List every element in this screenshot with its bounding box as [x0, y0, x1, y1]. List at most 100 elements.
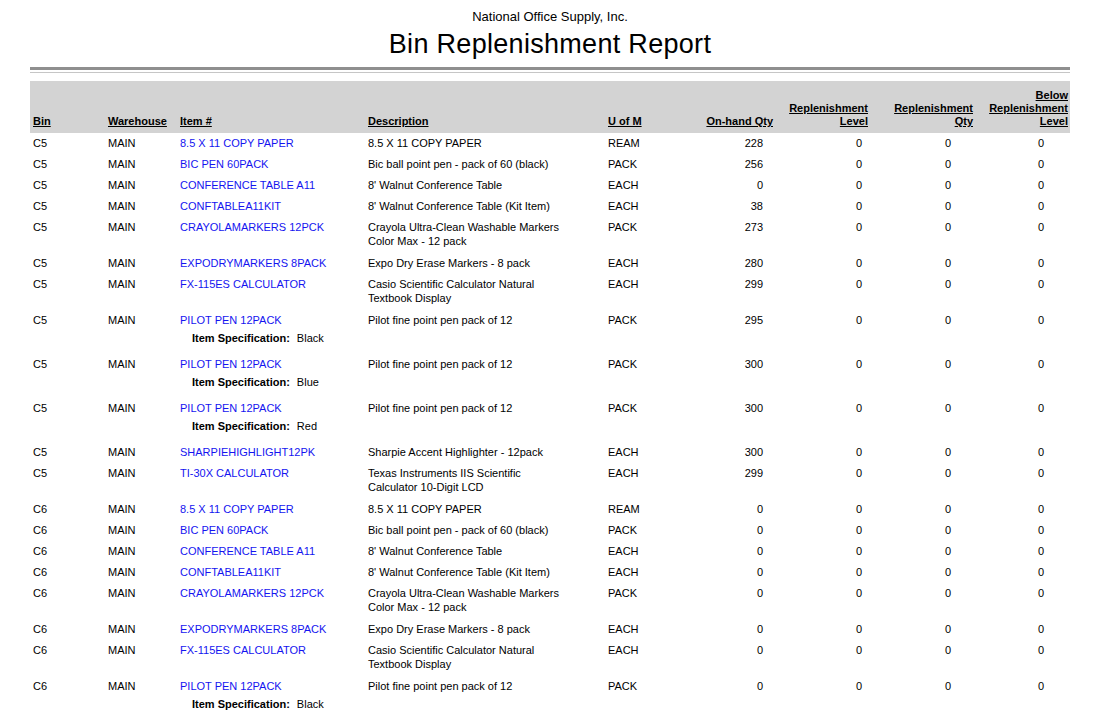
item-number-link[interactable]: PILOT PEN 12PACK — [180, 313, 368, 327]
cell-replenishment-qty: 0 — [870, 256, 975, 270]
item-number-link[interactable]: PILOT PEN 12PACK — [180, 401, 368, 415]
item-number-link[interactable]: CONFERENCE TABLE A11 — [180, 178, 368, 192]
cell-description: Pilot fine point pen pack of 12 — [368, 313, 608, 327]
cell-onhand-qty: 280 — [678, 256, 775, 270]
cell-replenishment-qty: 0 — [870, 679, 975, 693]
cell-below-replenishment-level: 0 — [975, 445, 1070, 459]
cell-uom: PACK — [608, 313, 678, 327]
table-row: C5 MAIN EXPODRYMARKERS 8PACK Expo Dry Er… — [30, 253, 1070, 274]
item-number-link[interactable]: CRAYOLAMARKERS 12PCK — [180, 586, 368, 614]
cell-replenishment-level: 0 — [775, 445, 870, 459]
item-number-link[interactable]: TI-30X CALCULATOR — [180, 466, 368, 494]
cell-replenishment-level: 0 — [775, 277, 870, 305]
cell-below-replenishment-level: 0 — [975, 622, 1070, 636]
table-row: C6 MAIN CONFERENCE TABLE A11 8' Walnut C… — [30, 541, 1070, 562]
cell-uom: EACH — [608, 643, 678, 671]
cell-replenishment-level: 0 — [775, 586, 870, 614]
cell-onhand-qty: 0 — [678, 523, 775, 537]
cell-uom: PACK — [608, 523, 678, 537]
cell-replenishment-level: 0 — [775, 357, 870, 371]
item-number-link[interactable]: CONFTABLEA11KIT — [180, 199, 368, 213]
cell-bin: C6 — [30, 679, 108, 693]
cell-onhand-qty: 295 — [678, 313, 775, 327]
cell-replenishment-level: 0 — [775, 178, 870, 192]
item-number-link[interactable]: FX-115ES CALCULATOR — [180, 277, 368, 305]
table-row: C5 MAIN PILOT PEN 12PACK Pilot fine poin… — [30, 354, 1070, 375]
table-body: C5 MAIN 8.5 X 11 COPY PAPER 8.5 X 11 COP… — [30, 133, 1070, 716]
item-number-link[interactable]: BIC PEN 60PACK — [180, 157, 368, 171]
cell-bin: C5 — [30, 466, 108, 494]
cell-replenishment-qty: 0 — [870, 622, 975, 636]
cell-uom: EACH — [608, 445, 678, 459]
table-row: C5 MAIN PILOT PEN 12PACK Pilot fine poin… — [30, 398, 1070, 419]
item-specification-label: Item Specification: — [192, 376, 290, 388]
item-number-link[interactable]: 8.5 X 11 COPY PAPER — [180, 136, 368, 150]
cell-onhand-qty: 300 — [678, 401, 775, 415]
cell-warehouse: MAIN — [108, 643, 180, 671]
cell-bin: C6 — [30, 586, 108, 614]
cell-description: Crayola Ultra-Clean Washable Markers Col… — [368, 220, 608, 248]
cell-below-replenishment-level: 0 — [975, 178, 1070, 192]
table-row: C5 MAIN TI-30X CALCULATOR Texas Instrume… — [30, 463, 1070, 499]
page-title: Bin Replenishment Report — [0, 28, 1100, 60]
cell-onhand-qty: 299 — [678, 277, 775, 305]
item-number-link[interactable]: PILOT PEN 12PACK — [180, 357, 368, 371]
item-number-link[interactable]: CRAYOLAMARKERS 12PCK — [180, 220, 368, 248]
item-number-link[interactable]: EXPODRYMARKERS 8PACK — [180, 256, 368, 270]
item-specification-row: Item Specification: Black — [30, 331, 1070, 354]
cell-description: Pilot fine point pen pack of 12 — [368, 401, 608, 415]
cell-uom: PACK — [608, 586, 678, 614]
cell-bin: C5 — [30, 277, 108, 305]
item-number-link[interactable]: SHARPIEHIGHLIGHT12PK — [180, 445, 368, 459]
cell-replenishment-level: 0 — [775, 544, 870, 558]
cell-description: Crayola Ultra-Clean Washable Markers Col… — [368, 586, 608, 614]
cell-below-replenishment-level: 0 — [975, 199, 1070, 213]
item-number-link[interactable]: FX-115ES CALCULATOR — [180, 643, 368, 671]
cell-bin: C6 — [30, 643, 108, 671]
item-number-link[interactable]: 8.5 X 11 COPY PAPER — [180, 502, 368, 516]
item-number-link[interactable]: BIC PEN 60PACK — [180, 523, 368, 537]
cell-bin: C5 — [30, 136, 108, 150]
cell-below-replenishment-level: 0 — [975, 220, 1070, 248]
cell-replenishment-level: 0 — [775, 523, 870, 537]
cell-warehouse: MAIN — [108, 199, 180, 213]
item-specification-label: Item Specification: — [192, 332, 290, 344]
column-header-description: Description — [368, 115, 608, 128]
table-row: C6 MAIN EXPODRYMARKERS 8PACK Expo Dry Er… — [30, 619, 1070, 640]
cell-description: 8' Walnut Conference Table (Kit Item) — [368, 565, 608, 579]
cell-replenishment-qty: 0 — [870, 544, 975, 558]
cell-below-replenishment-level: 0 — [975, 679, 1070, 693]
item-number-link[interactable]: CONFTABLEA11KIT — [180, 565, 368, 579]
cell-onhand-qty: 0 — [678, 643, 775, 671]
cell-replenishment-qty: 0 — [870, 277, 975, 305]
cell-bin: C5 — [30, 220, 108, 248]
cell-warehouse: MAIN — [108, 178, 180, 192]
cell-warehouse: MAIN — [108, 157, 180, 171]
title-divider-dark — [30, 67, 1070, 70]
cell-description: Pilot fine point pen pack of 12 — [368, 679, 608, 693]
cell-uom: PACK — [608, 357, 678, 371]
cell-uom: EACH — [608, 565, 678, 579]
table-header: Bin Warehouse Item # Description U of M … — [30, 81, 1070, 133]
cell-uom: PACK — [608, 157, 678, 171]
cell-replenishment-level: 0 — [775, 466, 870, 494]
item-number-link[interactable]: CONFERENCE TABLE A11 — [180, 544, 368, 558]
cell-replenishment-qty: 0 — [870, 199, 975, 213]
table-row: C6 MAIN CONFTABLEA11KIT 8' Walnut Confer… — [30, 562, 1070, 583]
cell-below-replenishment-level: 0 — [975, 401, 1070, 415]
cell-onhand-qty: 0 — [678, 544, 775, 558]
cell-replenishment-level: 0 — [775, 199, 870, 213]
cell-onhand-qty: 0 — [678, 565, 775, 579]
item-specification-row: Item Specification: Blue — [30, 375, 1070, 398]
cell-warehouse: MAIN — [108, 256, 180, 270]
cell-below-replenishment-level: 0 — [975, 313, 1070, 327]
cell-onhand-qty: 0 — [678, 586, 775, 614]
cell-uom: PACK — [608, 679, 678, 693]
cell-bin: C5 — [30, 178, 108, 192]
item-number-link[interactable]: PILOT PEN 12PACK — [180, 679, 368, 693]
cell-replenishment-qty: 0 — [870, 313, 975, 327]
title-divider-light — [30, 72, 1070, 73]
table-row: C5 MAIN BIC PEN 60PACK Bic ball point pe… — [30, 154, 1070, 175]
item-number-link[interactable]: EXPODRYMARKERS 8PACK — [180, 622, 368, 636]
cell-description: 8' Walnut Conference Table — [368, 178, 608, 192]
